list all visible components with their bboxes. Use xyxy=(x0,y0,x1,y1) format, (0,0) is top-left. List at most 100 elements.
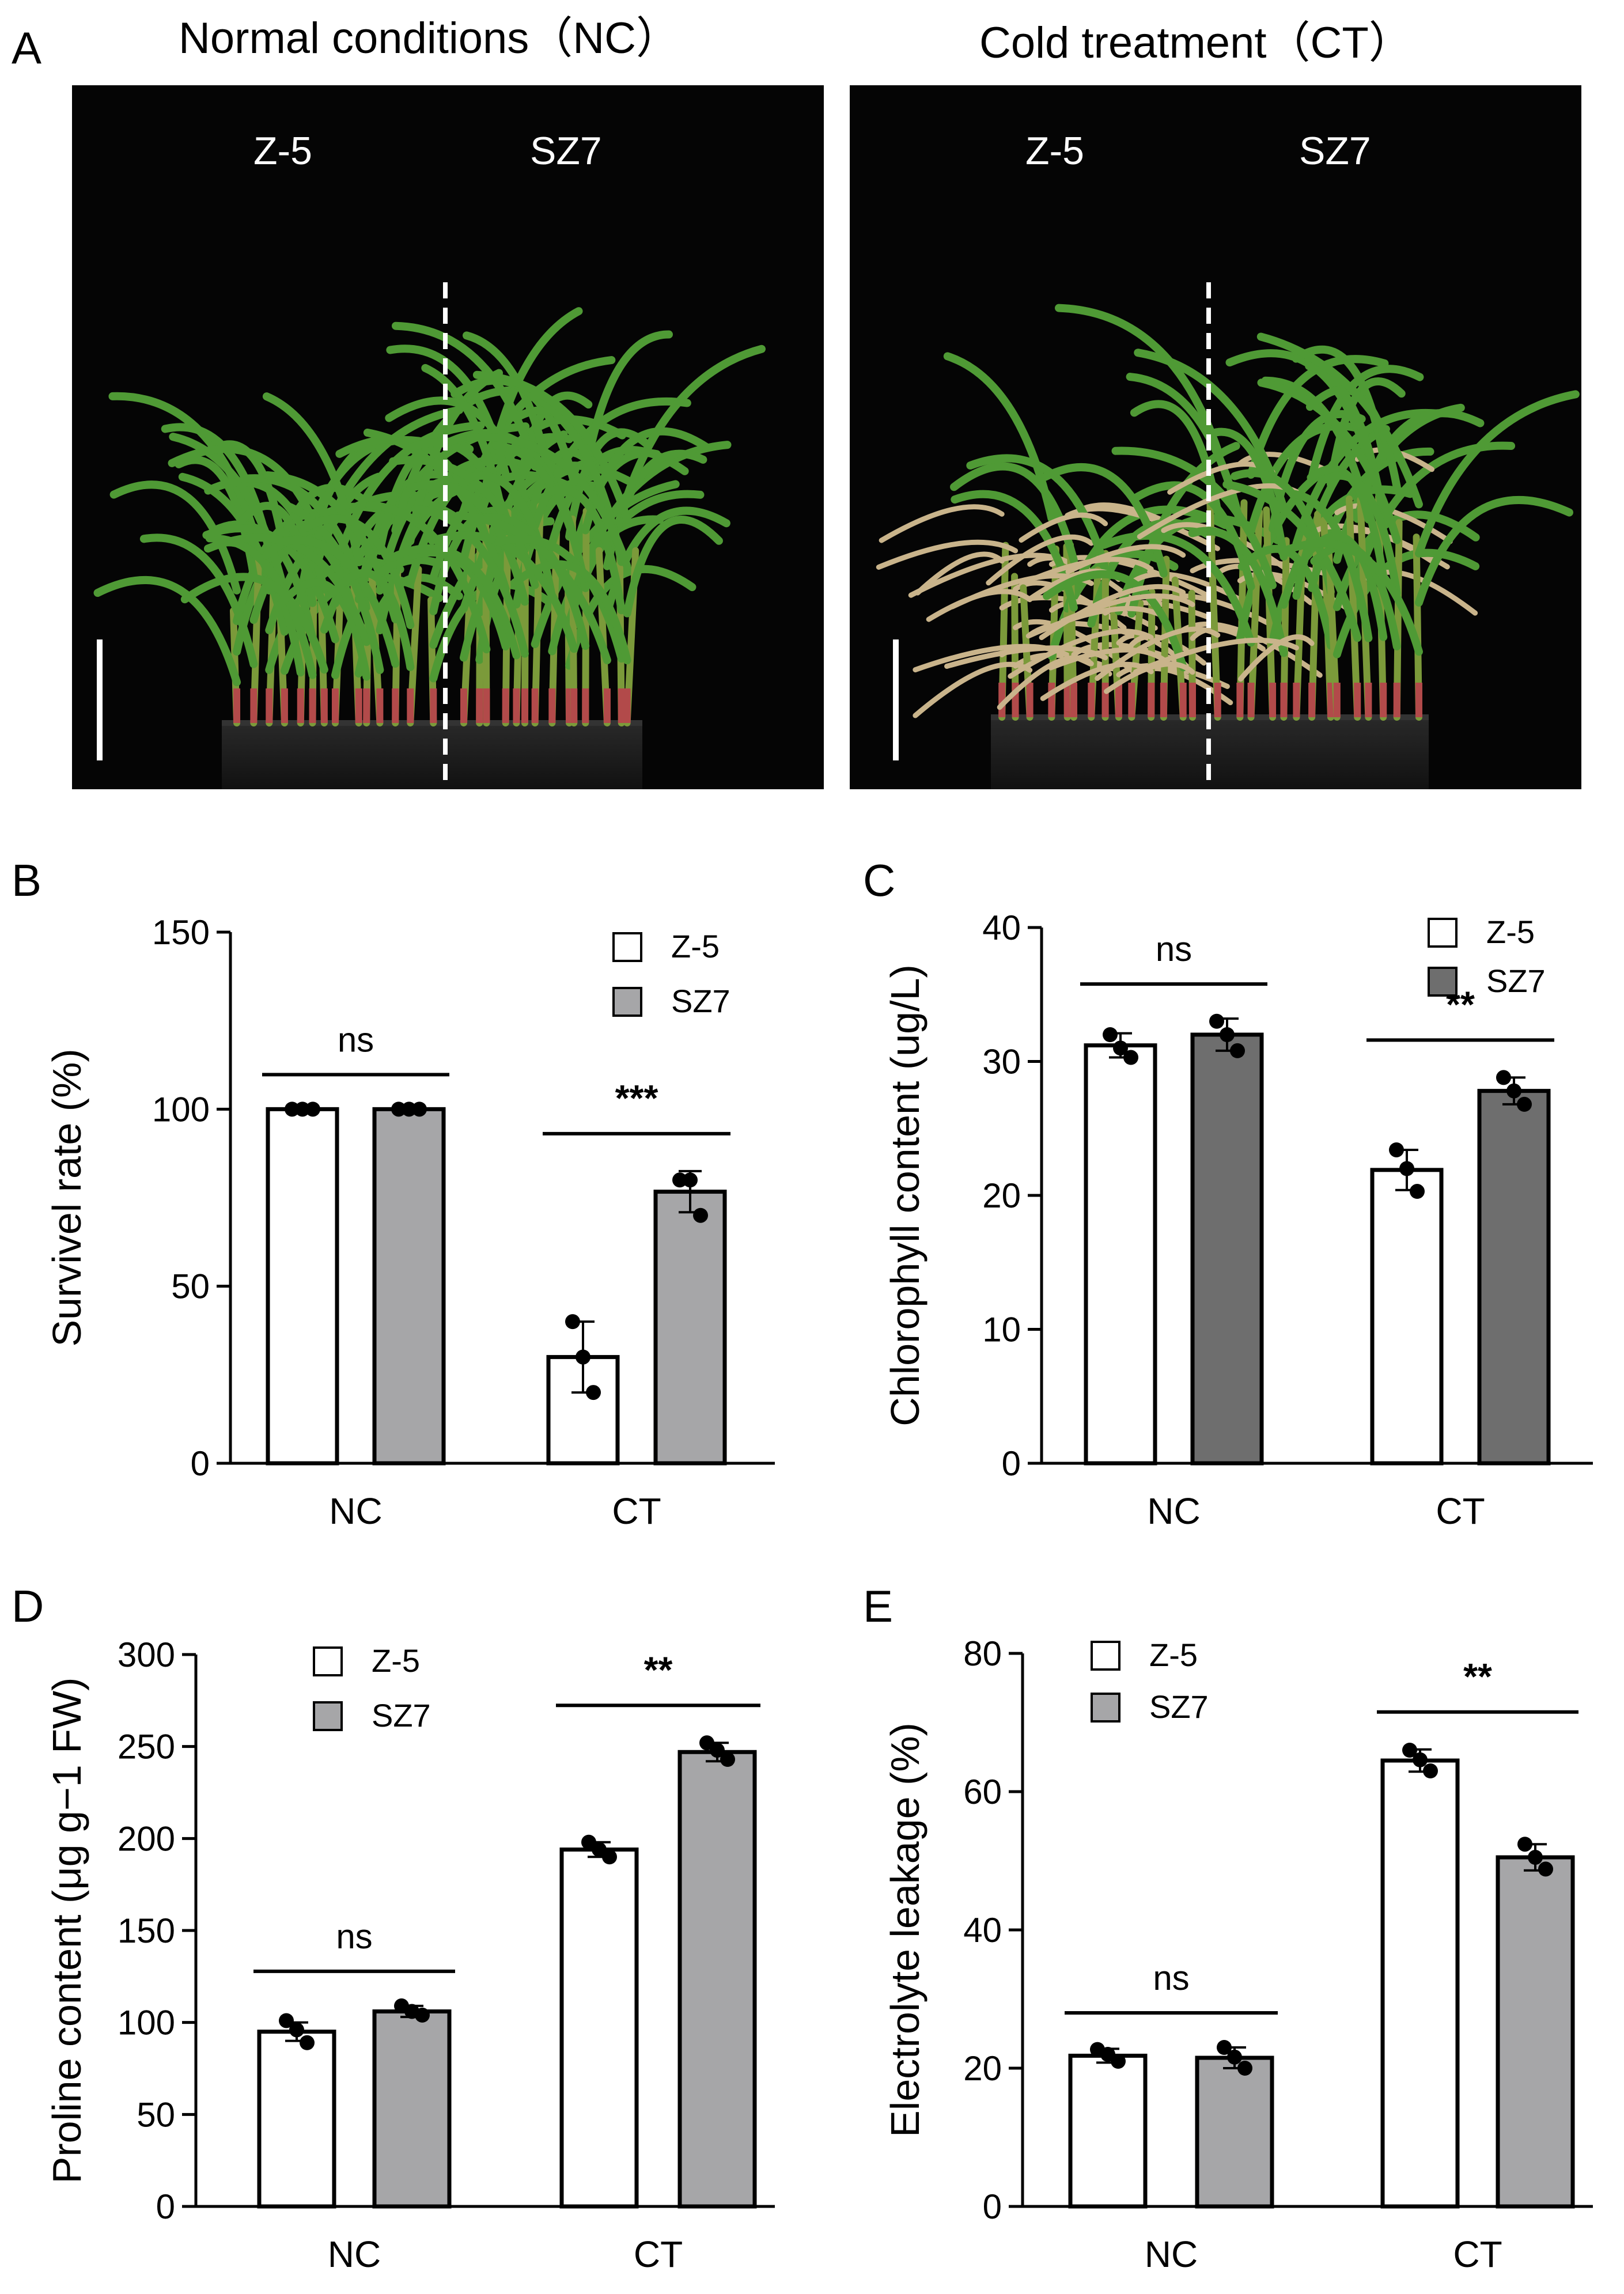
significance-label: ns xyxy=(338,1020,374,1059)
leaf xyxy=(385,396,529,502)
leaf xyxy=(1308,365,1424,482)
bar-z5-ct xyxy=(559,1847,639,2209)
dry-leaf xyxy=(1095,626,1221,681)
bar-sz7-ct xyxy=(653,1190,727,1466)
leaf xyxy=(617,345,766,518)
bar-sz7-nc xyxy=(372,2009,452,2209)
leaf xyxy=(391,386,516,535)
legend-label: SZ7 xyxy=(372,1697,431,1733)
label-sz7-nc: SZ7 xyxy=(530,129,602,173)
dry-leaf xyxy=(1237,452,1338,478)
y-tick-label: 100 xyxy=(152,1090,210,1129)
bar-sz7-nc xyxy=(1190,1032,1264,1466)
bar-z5-ct xyxy=(1380,1758,1460,2209)
leaf xyxy=(1041,463,1168,578)
dry-leaf xyxy=(1048,647,1167,671)
significance-label: ns xyxy=(1153,1959,1189,1997)
data-point xyxy=(1517,1096,1532,1112)
data-point xyxy=(1496,1070,1511,1085)
data-point xyxy=(1237,2061,1252,2076)
label-z5-ct: Z-5 xyxy=(1025,129,1084,173)
data-point xyxy=(1123,1050,1138,1065)
data-point xyxy=(581,1834,596,1850)
leaf xyxy=(388,544,521,660)
photo-ct: Z-5 SZ7 xyxy=(850,85,1581,789)
data-point xyxy=(1111,2054,1126,2069)
data-point xyxy=(1209,1013,1224,1029)
leaf xyxy=(492,441,590,592)
category-label: CT xyxy=(1453,2234,1502,2275)
category-label: NC xyxy=(329,1490,382,1532)
leaf xyxy=(1188,527,1288,657)
data-point xyxy=(295,1101,310,1117)
leaf xyxy=(1256,332,1423,509)
data-point xyxy=(1538,1861,1553,1877)
leaf xyxy=(1322,471,1401,597)
leaf xyxy=(93,576,241,687)
legend-swatch xyxy=(1091,1641,1120,1671)
data-point xyxy=(285,1101,300,1117)
y-axis-label: Proline content (μg g−1 FW) xyxy=(44,1678,89,2184)
data-point xyxy=(592,1842,607,1857)
data-point xyxy=(1227,2049,1242,2065)
stem xyxy=(1345,495,1361,721)
category-label: CT xyxy=(634,2234,683,2275)
y-tick-label: 250 xyxy=(118,1728,175,1766)
category-label: NC xyxy=(1145,2234,1198,2275)
data-point xyxy=(672,1172,687,1188)
leaf xyxy=(389,456,539,589)
plants-nc xyxy=(93,307,766,726)
leaf xyxy=(475,461,632,570)
data-point xyxy=(289,2022,304,2038)
leaf xyxy=(1055,304,1222,455)
leaf xyxy=(1278,539,1423,656)
bar-sz7-ct xyxy=(1496,1855,1575,2209)
dry-leaf xyxy=(1060,593,1195,624)
data-point xyxy=(693,1207,708,1223)
leaf xyxy=(204,533,371,646)
leaf xyxy=(1257,378,1401,544)
data-point xyxy=(1517,1837,1532,1852)
significance-label: ** xyxy=(644,1649,673,1690)
leaf xyxy=(180,573,328,674)
significance-label: *** xyxy=(615,1077,658,1119)
data-point xyxy=(586,1385,601,1400)
leaf xyxy=(375,548,510,651)
y-tick-label: 20 xyxy=(963,2049,1002,2088)
data-point xyxy=(1410,1184,1425,1199)
data-point xyxy=(1113,1040,1128,1056)
legend-label: SZ7 xyxy=(671,983,730,1019)
y-tick-label: 40 xyxy=(963,1911,1002,1949)
bar-z5-nc xyxy=(1084,1043,1157,1466)
data-point xyxy=(602,1849,617,1865)
leaf xyxy=(1100,532,1255,647)
y-tick-label: 0 xyxy=(983,2187,1002,2226)
panel-label: E xyxy=(863,1581,893,1631)
leaf xyxy=(139,533,258,668)
bar-z5-nc xyxy=(266,1107,339,1466)
leaf xyxy=(427,531,578,653)
leaf xyxy=(1279,485,1414,609)
data-point xyxy=(415,2007,430,2023)
y-tick-label: 100 xyxy=(118,2004,175,2042)
bar-sz7-nc xyxy=(1195,2055,1274,2209)
y-tick-label: 0 xyxy=(1002,1444,1021,1483)
data-point xyxy=(402,1101,417,1117)
significance-label: ns xyxy=(336,1917,372,1956)
dry-leaf xyxy=(1025,605,1167,639)
y-tick-label: 10 xyxy=(982,1311,1021,1349)
y-axis-label: Electrolyte leakage (%) xyxy=(883,1723,928,2137)
leaf xyxy=(276,536,400,668)
dry-leaf xyxy=(1019,512,1108,543)
stem xyxy=(1263,506,1277,721)
leaf xyxy=(1222,480,1362,642)
leaf xyxy=(1353,409,1485,523)
panel-a-label: A xyxy=(12,22,41,73)
data-point xyxy=(683,1172,698,1188)
y-tick-label: 50 xyxy=(171,1267,210,1306)
category-label: NC xyxy=(1147,1490,1200,1532)
dry-leaf xyxy=(1008,629,1154,679)
data-point xyxy=(710,1743,725,1758)
leaf xyxy=(494,535,626,663)
data-point xyxy=(1230,1043,1245,1058)
